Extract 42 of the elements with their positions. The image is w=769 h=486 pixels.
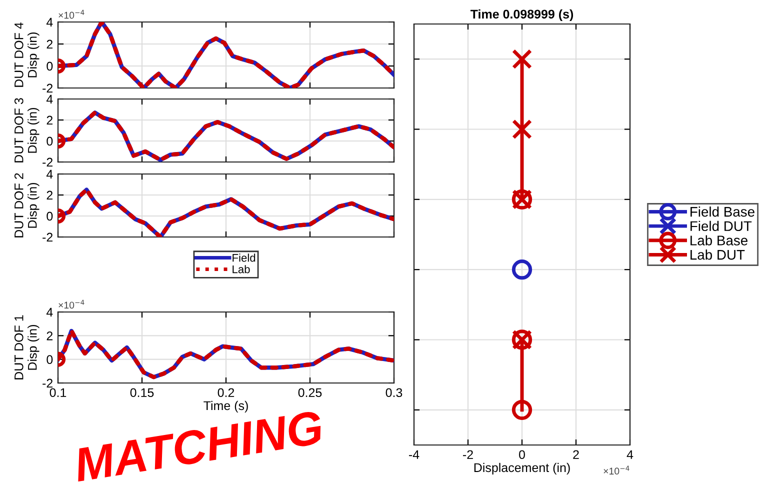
y-tick-label: 0 <box>46 62 53 71</box>
x-tick-label: 0.1 <box>50 388 66 398</box>
y-tick-label: 0 <box>46 212 53 221</box>
text: ×10$^{−4}$ <box>58 10 84 19</box>
y-tick-label: -2 <box>42 378 53 388</box>
legend-label: Field Base <box>690 206 754 217</box>
x-tick-label: 2 <box>573 450 579 459</box>
x-axis-title: Displacement (in) <box>474 462 570 475</box>
y-axis-title: DUT DOF 1 Disp (in) <box>14 315 40 380</box>
legend-label: Lab Base <box>690 235 748 246</box>
y-tick-label: 2 <box>46 116 53 125</box>
y-tick-label: 4 <box>46 170 53 179</box>
y-axis-title: DUT DOF 2 Disp (in) <box>14 173 40 238</box>
legend-label: Lab <box>232 265 250 274</box>
legend-label: Field DUT <box>690 220 752 232</box>
y-tick-label: -2 <box>42 158 53 167</box>
y-tick-label: 2 <box>46 331 53 340</box>
text: ×10$^{−4}$ <box>604 466 630 475</box>
x-axis-title: Time (s) <box>204 400 248 413</box>
y-tick-label: 0 <box>46 136 53 146</box>
x-tick-label: -4 <box>409 450 420 459</box>
y-tick-label: -2 <box>42 84 53 93</box>
x-tick-label: -2 <box>463 450 473 459</box>
y-tick-label: 4 <box>46 94 53 104</box>
x-tick-label: 0.15 <box>130 388 154 398</box>
y-tick-label: 4 <box>46 18 53 27</box>
legend-label: Lab DUT <box>690 250 745 260</box>
y-tick-label: -2 <box>42 232 53 242</box>
y-axis-title: DUT DOF 3 Disp (in) <box>14 98 40 162</box>
y-tick-label: 4 <box>46 308 53 317</box>
x-tick-label: 0.25 <box>298 388 322 398</box>
x-tick-label: 0.2 <box>218 388 234 398</box>
text: ×10$^{−4}$ <box>58 300 84 309</box>
y-tick-label: 2 <box>46 40 53 49</box>
y-axis-title: DUT DOF 4 Disp (in) <box>14 22 40 87</box>
x-tick-label: 0 <box>519 450 525 460</box>
chart-title: Time 0.098999 (s) <box>470 9 574 22</box>
y-tick-label: 0 <box>46 355 53 364</box>
legend-label: Field <box>232 254 256 262</box>
x-tick-label: 0.3 <box>386 388 402 398</box>
x-tick-label: 4 <box>626 450 634 459</box>
y-tick-label: 2 <box>46 190 53 200</box>
